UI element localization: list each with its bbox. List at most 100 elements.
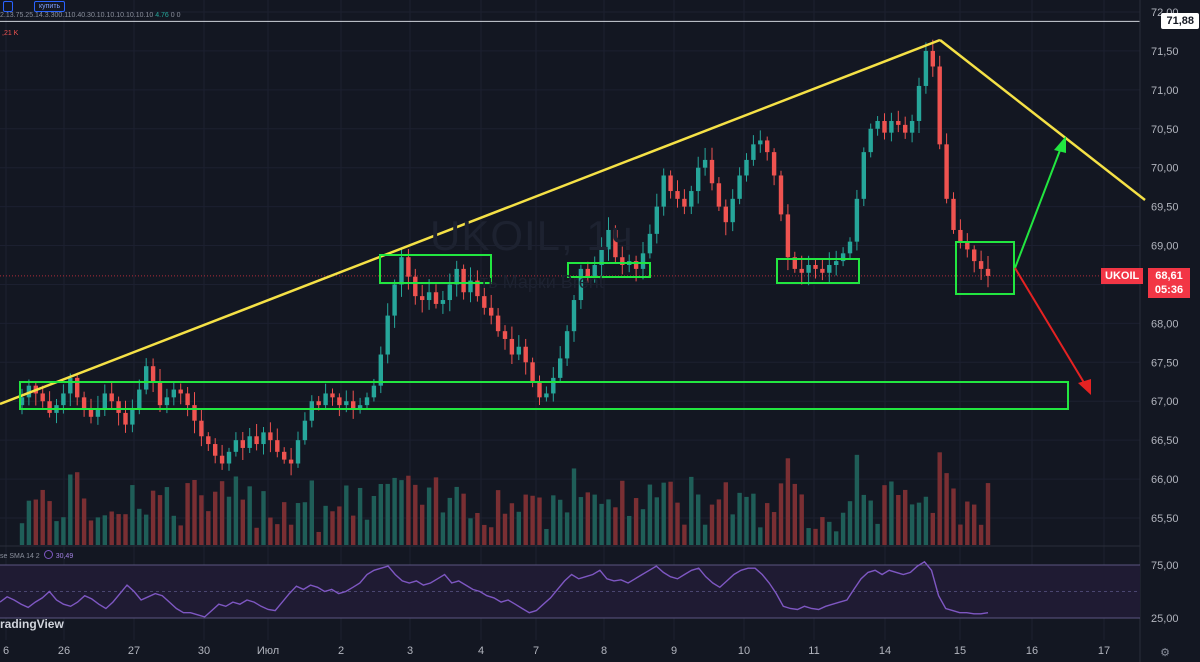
candle-body: [847, 241, 853, 254]
volume-bar: [413, 484, 418, 545]
settings-gear-icon[interactable]: ⚙: [1160, 647, 1170, 659]
time-tick-label: 11: [808, 645, 819, 657]
price-tick-label: 69,00: [1151, 241, 1179, 253]
volume-bar: [702, 524, 708, 545]
candle-body: [206, 436, 211, 445]
volume-bar: [123, 514, 128, 545]
candle-body: [364, 397, 370, 406]
candle-body: [371, 385, 377, 398]
volume-bar: [26, 500, 32, 545]
candle-body: [178, 389, 183, 394]
candle-body: [88, 409, 94, 417]
candle-body: [240, 440, 245, 448]
candle-body: [792, 257, 797, 269]
support-zone-box: [19, 381, 1069, 410]
eye-icon[interactable]: [43, 550, 53, 559]
candle-body: [406, 257, 411, 277]
price-tick-label: 65,50: [1151, 513, 1179, 525]
candle-body: [778, 175, 784, 215]
volume-bar: [433, 477, 439, 545]
volume-bar: [495, 490, 501, 545]
volume-bar: [896, 495, 901, 545]
volume-bar: [827, 521, 832, 545]
candle-body: [219, 455, 225, 464]
price-axis[interactable]: 72,0071,5071,0070,5070,0069,5069,0068,50…: [1151, 7, 1179, 625]
candle-body: [916, 85, 922, 121]
candle-body: [985, 268, 991, 276]
volume-bar: [392, 477, 397, 545]
candle-body: [137, 389, 142, 410]
bar-countdown: 05:36: [1154, 284, 1184, 296]
volume-bar: [675, 502, 680, 545]
time-tick-label: 3: [407, 645, 413, 657]
volume-bar: [275, 524, 280, 545]
buy-button[interactable]: купить: [34, 1, 66, 12]
candle-body: [620, 257, 625, 265]
candle-body: [502, 331, 508, 339]
volume-bar: [357, 487, 363, 545]
candle-body: [903, 124, 908, 133]
volume-bar: [468, 518, 473, 545]
candle-body: [495, 315, 501, 332]
candle-body: [95, 409, 101, 417]
price-tick-label: 66,50: [1151, 435, 1179, 447]
candle-body: [309, 401, 314, 421]
candle-body: [875, 120, 880, 129]
volume-bar: [882, 485, 887, 545]
candle-body: [709, 159, 715, 184]
descending-trendline: [939, 39, 1146, 201]
sell-button[interactable]: [3, 1, 13, 12]
candle-body: [640, 253, 646, 269]
volume-bar: [282, 502, 287, 545]
candle-body: [233, 440, 239, 452]
candle-body: [606, 229, 611, 250]
volume-bar: [330, 511, 335, 545]
candle-body: [544, 393, 549, 398]
candle-body: [157, 381, 163, 406]
volume-bar: [302, 502, 308, 545]
volume-bar: [399, 480, 404, 545]
volume-bar: [351, 515, 356, 545]
bearish-arrow-head: [1078, 379, 1091, 395]
volume-bar: [385, 483, 390, 545]
candle-body: [889, 120, 894, 133]
price-tick-label: 71,50: [1151, 46, 1179, 58]
instrument-watermark: ть Марки Brent: [480, 272, 604, 292]
current-consolidation-box: [955, 241, 1015, 295]
volume-bar: [323, 505, 328, 545]
time-tick-label: 10: [738, 645, 750, 657]
candle-body: [213, 444, 218, 456]
price-tick-label: 70,50: [1151, 124, 1179, 136]
volume-bar: [592, 494, 597, 545]
candle-body: [150, 366, 156, 382]
volume-bar: [834, 531, 839, 545]
candle-body: [75, 377, 80, 398]
time-tick-label: 16: [1026, 645, 1038, 657]
time-tick-label: Июл: [257, 645, 279, 657]
candle-body: [226, 451, 232, 464]
volume-bar: [578, 497, 584, 545]
volume-bar: [482, 524, 487, 545]
volume-bar: [875, 523, 880, 545]
candle-body: [834, 261, 839, 265]
volume-bar: [633, 498, 639, 545]
volume-bar: [716, 499, 722, 545]
candle-body: [433, 292, 439, 304]
volume-bar: [751, 493, 756, 545]
candle-body: [351, 401, 356, 410]
candle-body: [965, 241, 970, 250]
candle-body: [958, 229, 963, 242]
volume-bar: [744, 496, 749, 545]
volume-bar: [206, 511, 211, 545]
candle-body: [654, 206, 659, 234]
volume-bar: [806, 528, 811, 545]
volume-bar: [537, 497, 542, 545]
time-axis[interactable]: 6 26 27 30 Июл 2 3 4 7 8 9 10 11 14 15 16 17: [3, 645, 1110, 657]
candle-body: [185, 393, 190, 406]
volume-bar: [758, 527, 763, 545]
volume-bar: [799, 494, 804, 545]
candle-body: [613, 229, 618, 258]
volume-bar: [68, 474, 73, 545]
volume-bar: [378, 484, 383, 545]
